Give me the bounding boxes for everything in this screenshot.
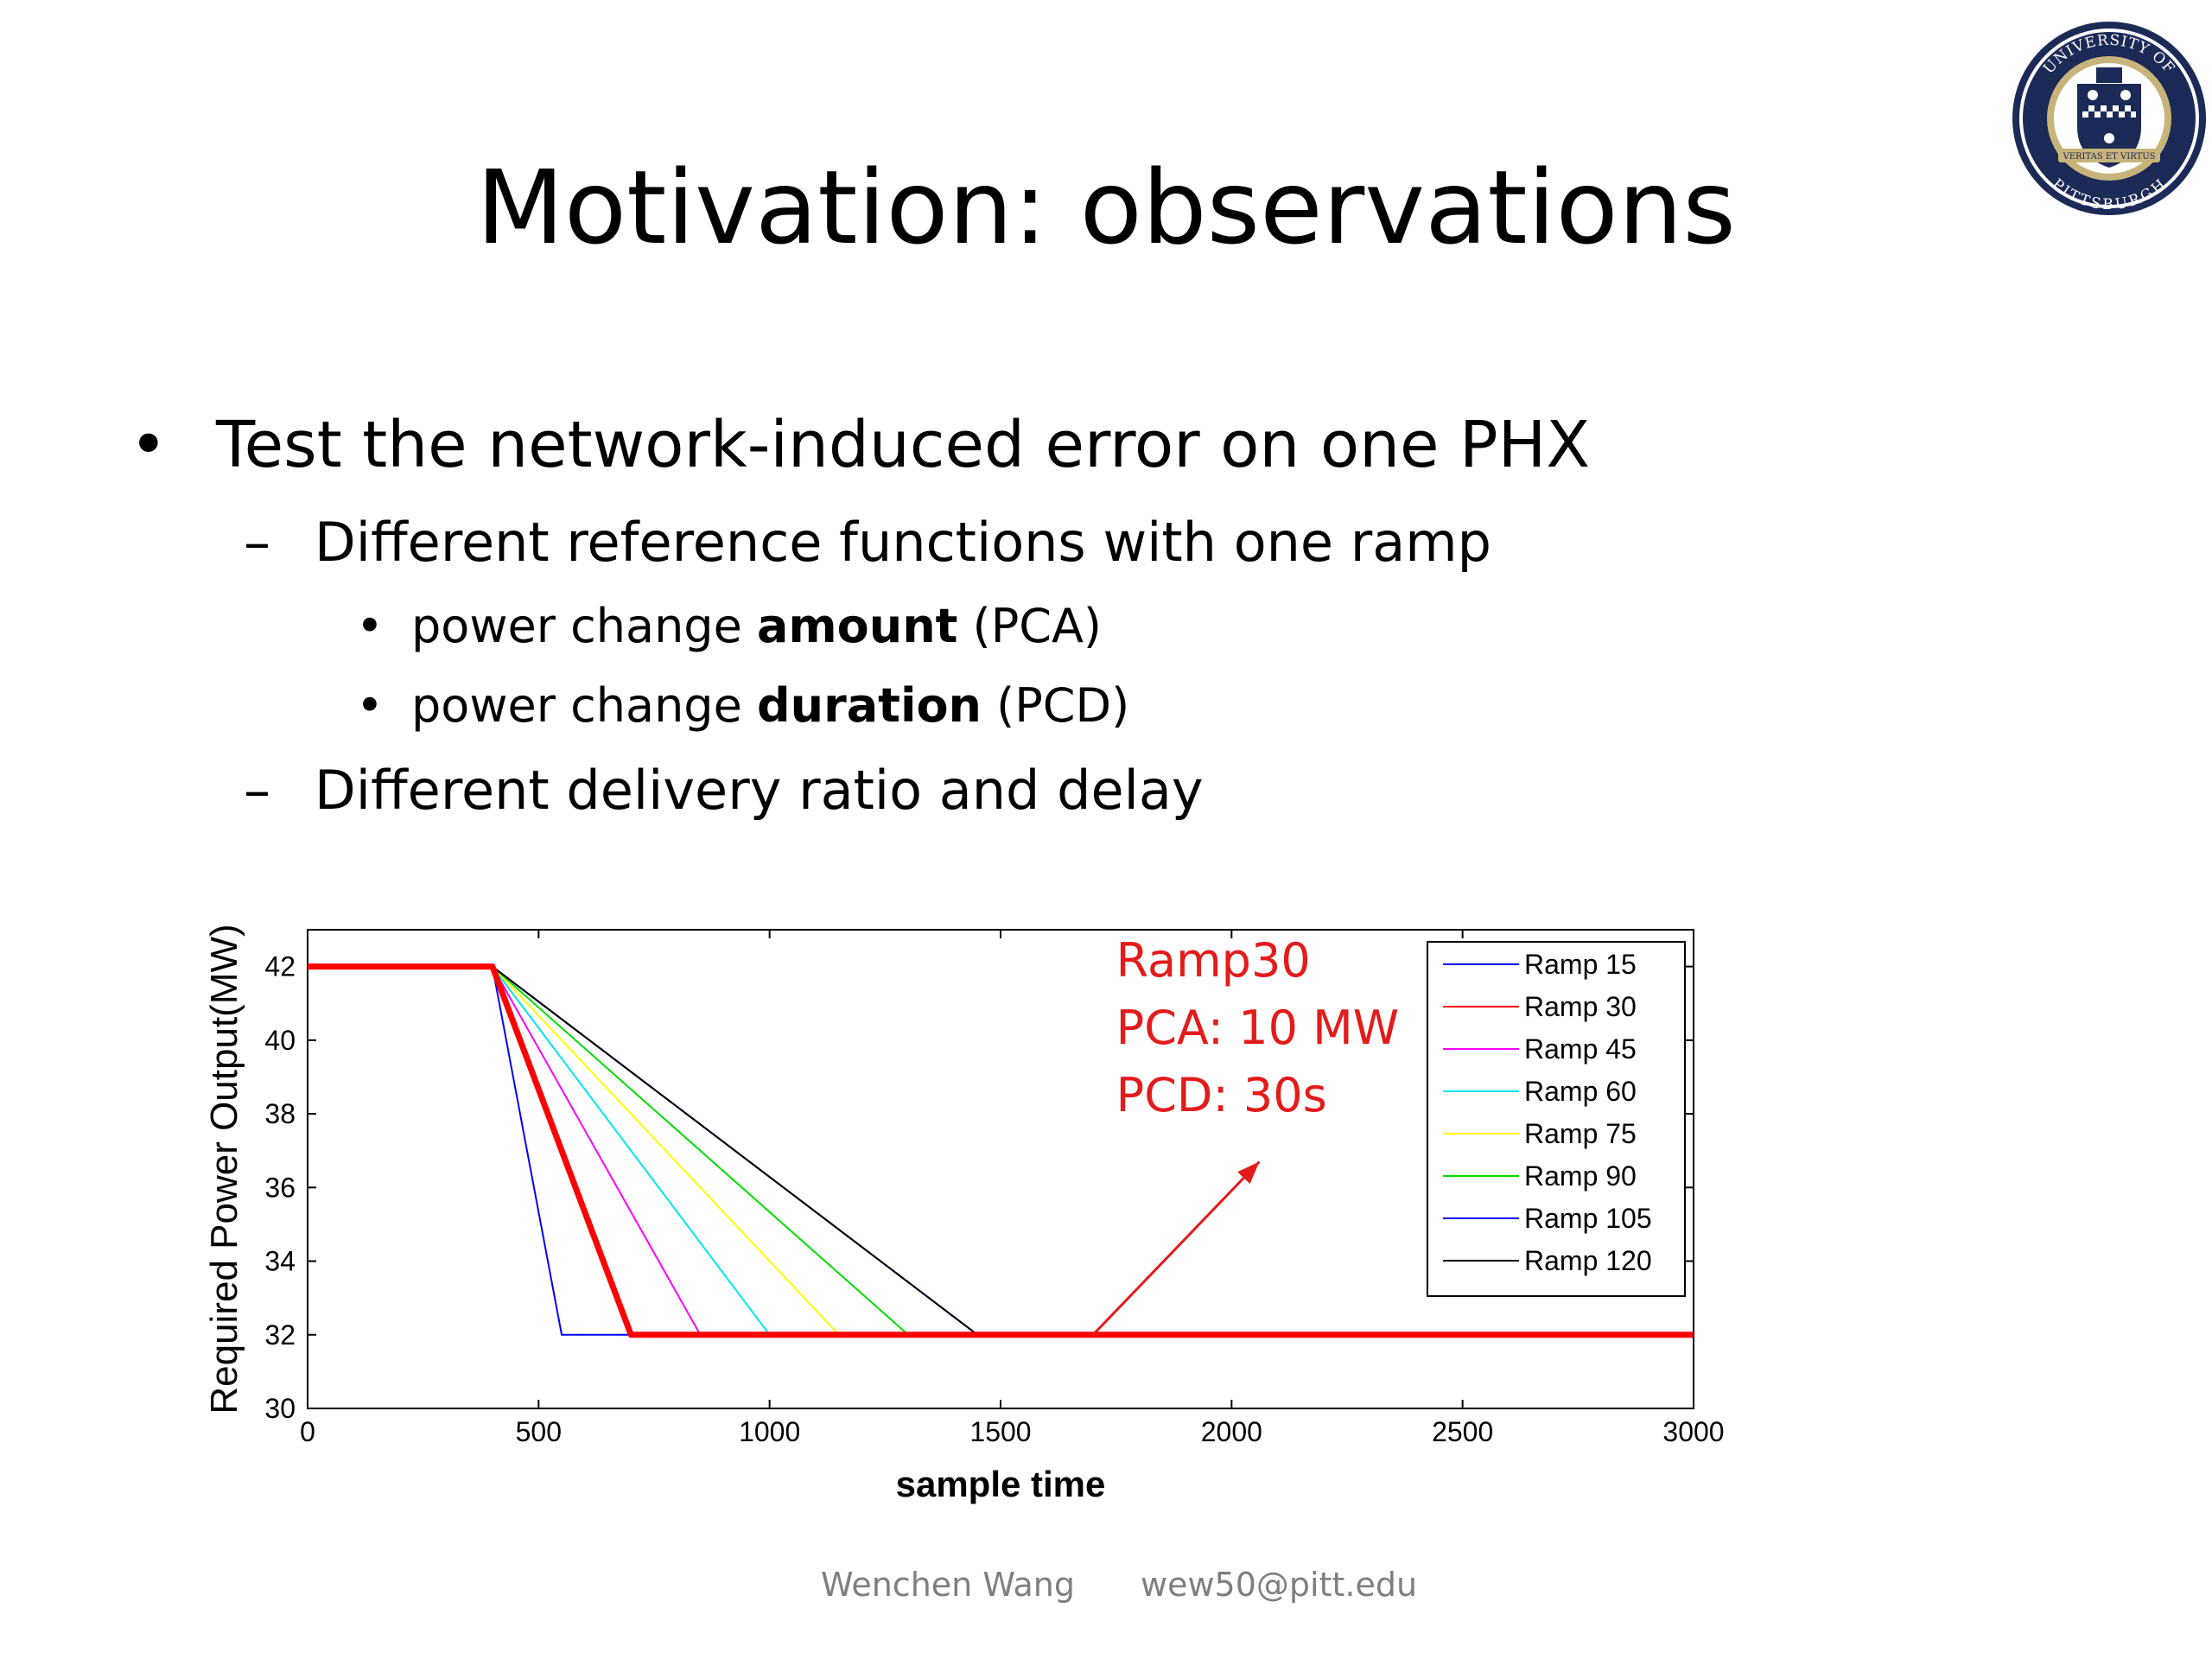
pca-suffix: (PCA) bbox=[957, 599, 1102, 653]
x-tick-label: 1000 bbox=[739, 1416, 800, 1447]
legend-label: Ramp 90 bbox=[1524, 1160, 1637, 1192]
annotation-text: PCA: 10 MW bbox=[1116, 1001, 1399, 1055]
x-tick-label: 2500 bbox=[1432, 1416, 1493, 1447]
y-tick-label: 34 bbox=[264, 1246, 296, 1277]
legend-label: Ramp 45 bbox=[1524, 1033, 1637, 1065]
bullet-l3-pcd: power change duration (PCD) bbox=[411, 676, 1129, 736]
highlight-series-line bbox=[308, 963, 1694, 1338]
ramp-line-chart: 0 500 1000 1500 2000 2500 3000 30 32 34 36 38 40 42 sa… bbox=[203, 924, 1725, 1504]
x-tick-label: 500 bbox=[516, 1416, 562, 1447]
legend-label: Ramp 120 bbox=[1524, 1245, 1652, 1276]
slide-title: Motivation: observations bbox=[476, 148, 1736, 267]
footer-author: Wenchen Wang bbox=[821, 1566, 1075, 1604]
y-tick-label: 32 bbox=[264, 1319, 296, 1351]
bullet-l2-delivery: Different delivery ratio and delay bbox=[315, 759, 1204, 822]
legend-label: Ramp 30 bbox=[1524, 991, 1637, 1022]
bullet-l1-text: Test the network-induced error on one PH… bbox=[216, 408, 1591, 482]
annotation-arrow bbox=[1091, 1160, 1261, 1336]
bullet-l3-pca: power change amount (PCA) bbox=[411, 596, 1102, 657]
dash-marker: – bbox=[244, 759, 270, 822]
pcd-bold: duration bbox=[756, 678, 982, 733]
y-tick-label: 42 bbox=[264, 951, 296, 982]
annotation-text: Ramp30 bbox=[1116, 933, 1311, 988]
x-tick-label: 2000 bbox=[1201, 1416, 1262, 1447]
legend-label: Ramp 75 bbox=[1524, 1118, 1637, 1149]
x-tick-label: 3000 bbox=[1662, 1416, 1724, 1447]
pca-bold: amount bbox=[756, 599, 958, 653]
pca-prefix: power change bbox=[411, 599, 757, 653]
footer-email: wew50@pitt.edu bbox=[1141, 1566, 1418, 1604]
annotation-arrowhead bbox=[1237, 1161, 1260, 1185]
pcd-suffix: (PCD) bbox=[982, 678, 1130, 733]
bullet-marker: • bbox=[356, 678, 384, 733]
annotation-text: PCD: 30s bbox=[1116, 1068, 1327, 1122]
y-tick-label: 40 bbox=[264, 1025, 296, 1056]
y-axis-label: Required Power Output(MW) bbox=[203, 924, 245, 1414]
bullet-marker: • bbox=[130, 408, 168, 482]
legend-label: Ramp 105 bbox=[1524, 1203, 1652, 1234]
y-tick-label: 38 bbox=[264, 1098, 296, 1129]
seal-ribbon: VERITAS ET VIRTUS bbox=[2063, 152, 2156, 162]
x-axis-label: sample time bbox=[896, 1464, 1106, 1504]
x-tick-label: 0 bbox=[300, 1416, 315, 1447]
legend-label: Ramp 15 bbox=[1524, 949, 1637, 980]
bullet-l2-reference: Different reference functions with one r… bbox=[315, 511, 1492, 574]
university-seal-icon: UNIVERSITY OF PITTSBURGH VERITAS ET VIRT… bbox=[2012, 22, 2206, 215]
y-tick-label: 36 bbox=[264, 1172, 296, 1203]
pcd-prefix: power change bbox=[411, 678, 757, 733]
dash-marker: – bbox=[244, 511, 270, 574]
bullet-list: • Test the network-induced error on one … bbox=[130, 408, 1591, 822]
legend-box bbox=[1427, 941, 1686, 1297]
legend-label: Ramp 60 bbox=[1524, 1076, 1637, 1107]
x-tick-label: 1500 bbox=[969, 1416, 1031, 1447]
y-tick-label: 30 bbox=[264, 1393, 296, 1424]
bullet-marker: • bbox=[356, 599, 384, 653]
